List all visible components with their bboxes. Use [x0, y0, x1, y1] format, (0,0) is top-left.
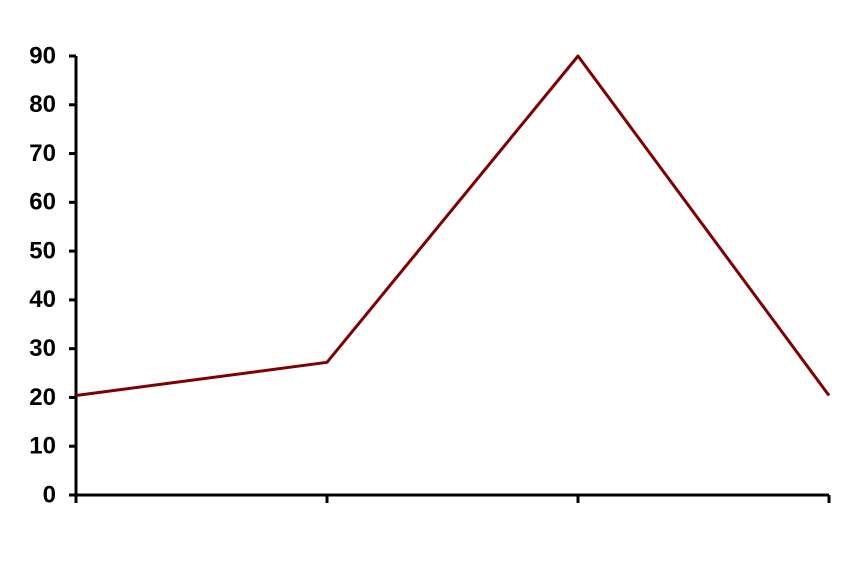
- y-tick-label: 60: [29, 189, 56, 216]
- data-line: [75, 54, 831, 397]
- y-tick-label: 80: [29, 91, 56, 118]
- y-tick-label: 10: [29, 433, 56, 460]
- y-tick-label: 50: [29, 237, 56, 264]
- y-tick-label: 90: [29, 42, 56, 69]
- y-tick-label: 70: [29, 140, 56, 167]
- y-tick-label: 20: [29, 384, 56, 411]
- y-tick-label: 30: [29, 335, 56, 362]
- y-tick-label: 0: [43, 481, 56, 508]
- y-tick-label: 40: [29, 286, 56, 313]
